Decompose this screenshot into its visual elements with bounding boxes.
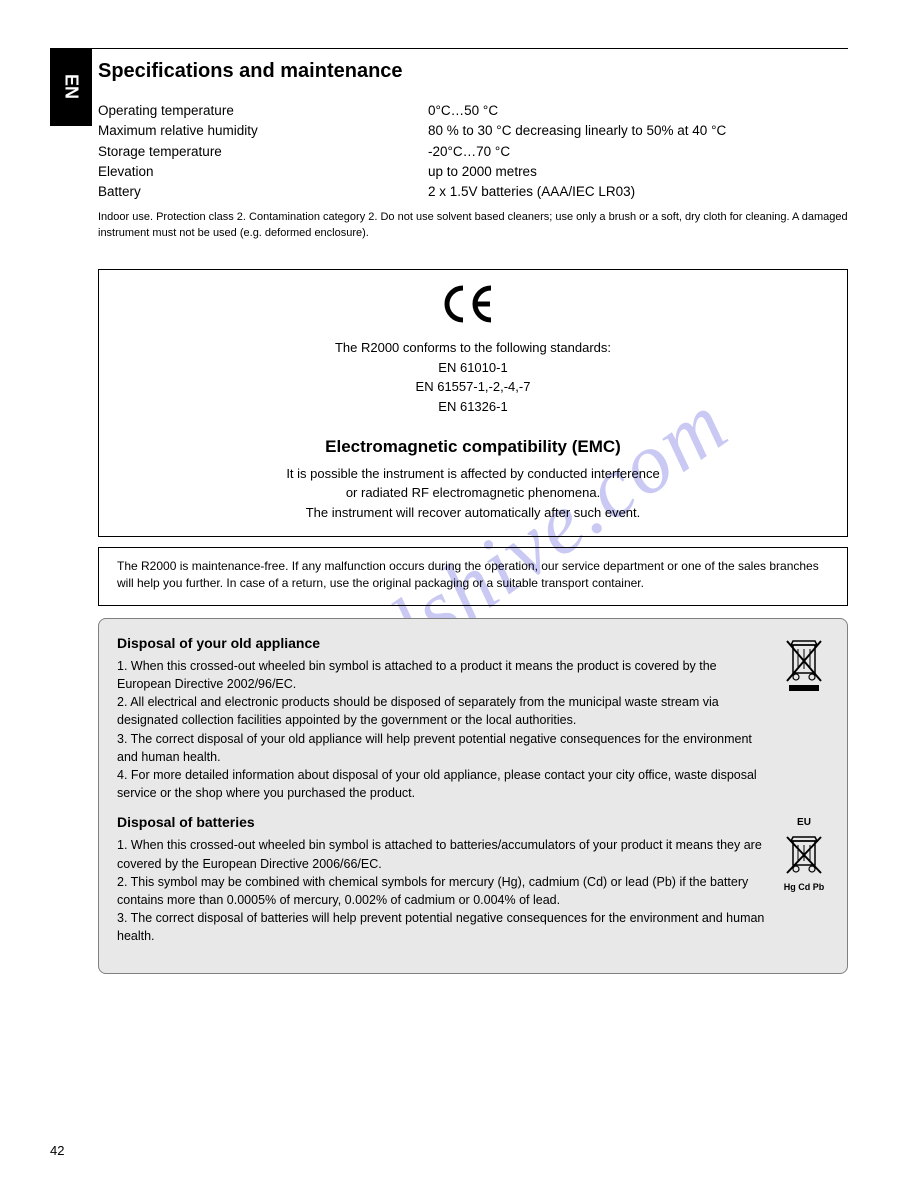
disposal-line: 2. All electrical and electronic product… bbox=[117, 693, 765, 729]
appliance-disposal-section: Disposal of your old appliance 1. When t… bbox=[117, 633, 829, 802]
appliance-disposal-title: Disposal of your old appliance bbox=[117, 633, 765, 653]
ce-icon-row bbox=[117, 284, 829, 324]
disposal-line: 2. This symbol may be combined with chem… bbox=[117, 873, 765, 909]
spec-title: Specifications and maintenance bbox=[98, 60, 848, 83]
spec-row: Elevationup to 2000 metres bbox=[98, 162, 848, 182]
spec-value: 0°C…50 °C bbox=[428, 101, 848, 121]
ce-box: The R2000 conforms to the following stan… bbox=[98, 269, 848, 537]
disposal-line: 3. The correct disposal of your old appl… bbox=[117, 730, 765, 766]
emc-line: or radiated RF electromagnetic phenomena… bbox=[117, 483, 829, 503]
spec-row: Storage temperature-20°C…70 °C bbox=[98, 142, 848, 162]
disposal-line: 1. When this crossed-out wheeled bin sym… bbox=[117, 657, 765, 693]
ce-line: The R2000 conforms to the following stan… bbox=[117, 338, 829, 358]
ce-mark-icon bbox=[443, 284, 503, 324]
ce-line: EN 61326-1 bbox=[117, 397, 829, 417]
spec-label: Maximum relative humidity bbox=[98, 121, 428, 141]
page-content: EN Specifications and maintenance Operat… bbox=[50, 48, 848, 1128]
disposal-line: 4. For more detailed information about d… bbox=[117, 766, 765, 802]
spec-value: up to 2000 metres bbox=[428, 162, 848, 182]
disposal-line: 3. The correct disposal of batteries wil… bbox=[117, 909, 765, 945]
ce-line: EN 61557-1,-2,-4,-7 bbox=[117, 377, 829, 397]
emc-line: The instrument will recover automaticall… bbox=[117, 503, 829, 523]
ce-line: EN 61010-1 bbox=[117, 358, 829, 378]
spec-row: Maximum relative humidity80 % to 30 °C d… bbox=[98, 121, 848, 141]
spec-label: Storage temperature bbox=[98, 142, 428, 162]
spec-row: Battery2 x 1.5V batteries (AAA/IEC LR03) bbox=[98, 182, 848, 202]
battery-disposal-title: Disposal of batteries bbox=[117, 812, 765, 832]
spec-value: -20°C…70 °C bbox=[428, 142, 848, 162]
battery-bin-icon: EU Hg Cd Pb bbox=[779, 812, 829, 945]
battery-disposal-section: Disposal of batteries 1. When this cross… bbox=[117, 812, 829, 945]
spec-label: Operating temperature bbox=[98, 101, 428, 121]
spec-label: Battery bbox=[98, 182, 428, 202]
top-rule bbox=[50, 48, 848, 49]
spec-note: Indoor use. Protection class 2. Contamin… bbox=[98, 210, 848, 241]
emc-line: It is possible the instrument is affecte… bbox=[117, 464, 829, 484]
main-content: Specifications and maintenance Operating… bbox=[98, 60, 848, 974]
emc-title: Electromagnetic compatibility (EMC) bbox=[117, 434, 829, 460]
spec-value: 2 x 1.5V batteries (AAA/IEC LR03) bbox=[428, 182, 848, 202]
language-tab: EN bbox=[50, 48, 92, 126]
spec-row: Operating temperature0°C…50 °C bbox=[98, 101, 848, 121]
spec-value: 80 % to 30 °C decreasing linearly to 50%… bbox=[428, 121, 848, 141]
page-number: 42 bbox=[50, 1143, 64, 1158]
maintenance-box: The R2000 is maintenance-free. If any ma… bbox=[98, 547, 848, 606]
weee-bin-icon bbox=[779, 633, 829, 802]
battery-icon-label-bottom: Hg Cd Pb bbox=[784, 881, 825, 894]
disposal-box: Disposal of your old appliance 1. When t… bbox=[98, 618, 848, 974]
disposal-line: 1. When this crossed-out wheeled bin sym… bbox=[117, 836, 765, 872]
spec-label: Elevation bbox=[98, 162, 428, 182]
battery-icon-label-top: EU bbox=[797, 816, 811, 831]
